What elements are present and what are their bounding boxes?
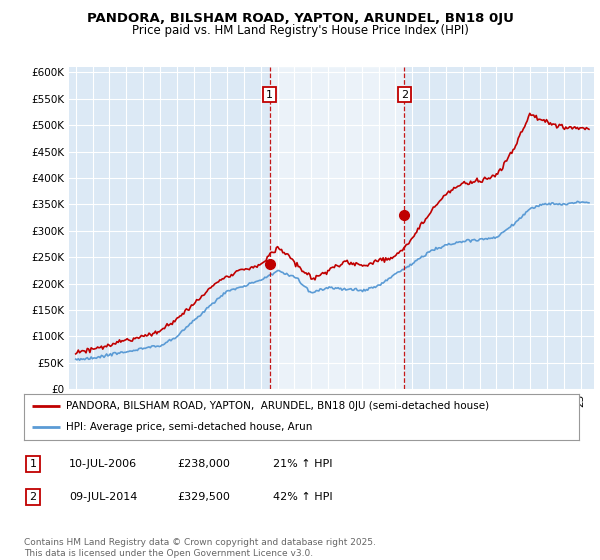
Text: PANDORA, BILSHAM ROAD, YAPTON,  ARUNDEL, BN18 0JU (semi-detached house): PANDORA, BILSHAM ROAD, YAPTON, ARUNDEL, … <box>65 401 489 411</box>
Text: Price paid vs. HM Land Registry's House Price Index (HPI): Price paid vs. HM Land Registry's House … <box>131 24 469 36</box>
Text: 1: 1 <box>266 90 273 100</box>
Text: 2: 2 <box>29 492 37 502</box>
Text: HPI: Average price, semi-detached house, Arun: HPI: Average price, semi-detached house,… <box>65 422 312 432</box>
Text: PANDORA, BILSHAM ROAD, YAPTON, ARUNDEL, BN18 0JU: PANDORA, BILSHAM ROAD, YAPTON, ARUNDEL, … <box>86 12 514 25</box>
Bar <box>270 67 404 389</box>
Text: 2: 2 <box>401 90 408 100</box>
Text: 42% ↑ HPI: 42% ↑ HPI <box>273 492 332 502</box>
Text: £238,000: £238,000 <box>177 459 230 469</box>
Text: 10-JUL-2006: 10-JUL-2006 <box>69 459 137 469</box>
Text: 1: 1 <box>29 459 37 469</box>
Text: Contains HM Land Registry data © Crown copyright and database right 2025.
This d: Contains HM Land Registry data © Crown c… <box>24 538 376 558</box>
Text: 21% ↑ HPI: 21% ↑ HPI <box>273 459 332 469</box>
Text: 09-JUL-2014: 09-JUL-2014 <box>69 492 137 502</box>
Text: £329,500: £329,500 <box>177 492 230 502</box>
